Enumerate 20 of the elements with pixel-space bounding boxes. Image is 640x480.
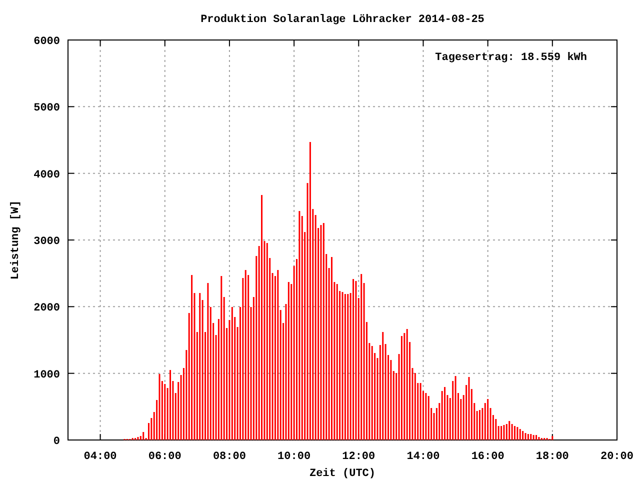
annotation: Tagesertrag: 18.559 kWh — [435, 52, 587, 64]
y-tick-label: 3000 — [34, 236, 60, 248]
x-tick-label: 14:00 — [406, 451, 440, 463]
x-tick-label: 10:00 — [278, 451, 311, 463]
x-axis-title: Zeit (UTC) — [309, 468, 376, 480]
x-tick-label: 16:00 — [471, 451, 504, 463]
x-tick-label: 20:00 — [600, 451, 634, 463]
y-tick-label: 4000 — [34, 169, 60, 182]
x-tick-label: 18:00 — [536, 451, 569, 463]
y-tick-label: 2000 — [34, 302, 60, 315]
x-tick-label: 04:00 — [84, 451, 117, 463]
y-tick-label: 0 — [53, 436, 60, 448]
x-tick-label: 06:00 — [148, 451, 182, 463]
x-tick-label: 08:00 — [212, 451, 246, 463]
x-tick-label: 12:00 — [342, 451, 376, 463]
y-tick-label: 5000 — [34, 102, 60, 115]
y-tick-label: 1000 — [34, 369, 60, 382]
chart-title: Produktion Solaranlage Löhracker 2014-08-25 — [200, 14, 485, 26]
y-axis-title: Leistung [W] — [10, 200, 22, 280]
y-tick-label: 6000 — [34, 36, 60, 48]
